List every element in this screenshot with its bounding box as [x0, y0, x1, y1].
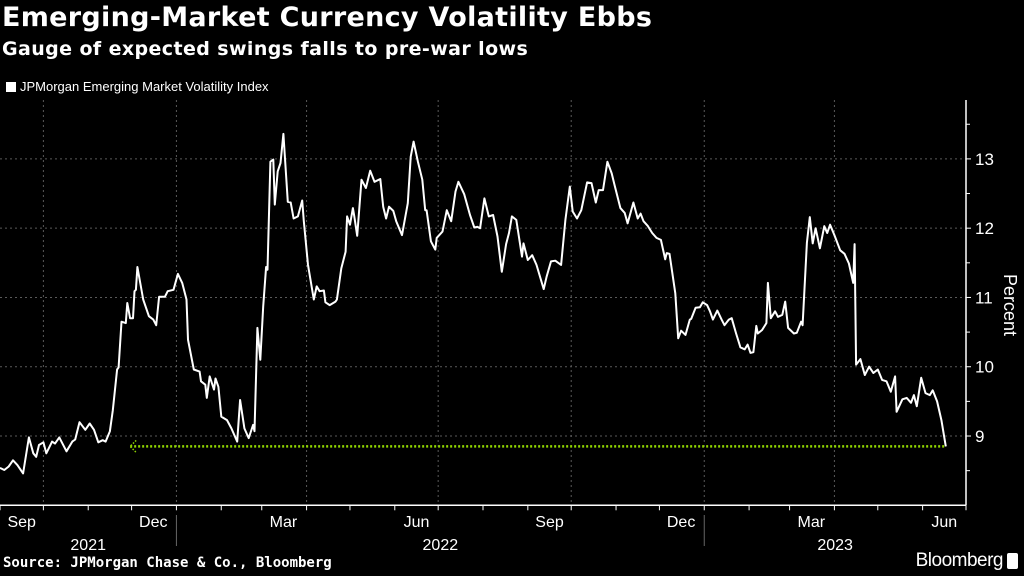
y-tick-label: 12 [975, 219, 994, 238]
chart-title: Emerging-Market Currency Volatility Ebbs [2, 2, 653, 33]
x-tick-label: Dec [139, 514, 167, 531]
y-axis-label: Percent [1000, 274, 1020, 336]
source-note: Source: JPMorgan Chase & Co., Bloomberg [3, 555, 332, 571]
y-tick-label: 10 [975, 358, 994, 377]
x-tick-label: Sep [535, 514, 564, 531]
x-tick-label: Jun [404, 514, 430, 531]
series-line-em-volatility-index [0, 132, 947, 475]
x-tick-label: Dec [667, 514, 695, 531]
year-label: 2022 [423, 537, 459, 554]
y-tick-label: 11 [975, 288, 993, 307]
y-tick-label: 13 [975, 150, 994, 169]
x-tick-label: Jun [931, 514, 957, 531]
legend: JPMorgan Emerging Market Volatility Inde… [6, 79, 269, 94]
x-tick-label: Mar [797, 514, 825, 531]
y-tick-label: 9 [975, 427, 984, 446]
logo-text: Bloomberg [915, 550, 1004, 571]
axis-labels: 9 10 11 12 13 Sep Dec Mar Jun Sep Dec Mar Jun 2021 202… [7, 150, 993, 554]
x-tick-label: Sep [7, 514, 36, 531]
legend-label: JPMorgan Emerging Market Volatility Inde… [20, 79, 269, 94]
year-label: 2023 [817, 537, 853, 554]
axes [0, 100, 971, 546]
bloomberg-logo: Bloomberg [916, 550, 1018, 572]
legend-swatch-icon [6, 81, 16, 92]
x-tick-label: Mar [270, 514, 298, 531]
year-label: 2021 [70, 537, 106, 554]
bloomberg-logo-icon [1007, 553, 1018, 569]
chart-subtitle: Gauge of expected swings falls to pre-wa… [2, 38, 529, 60]
